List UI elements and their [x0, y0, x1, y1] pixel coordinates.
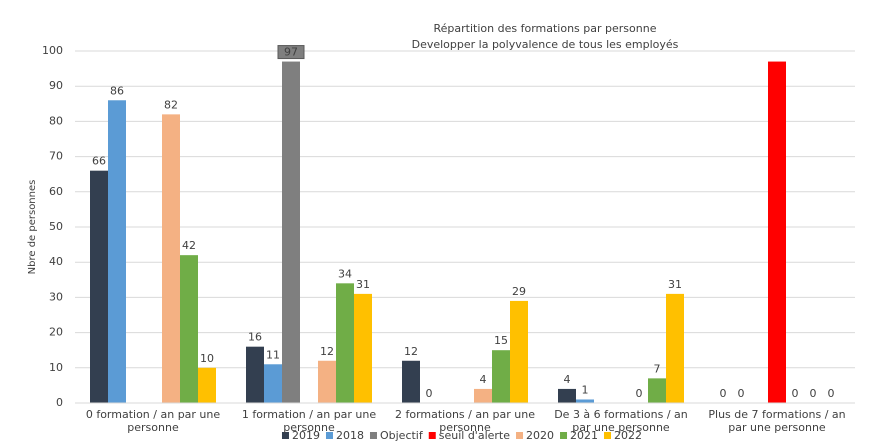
data-label: 29: [512, 285, 526, 298]
data-label: 0: [828, 387, 835, 400]
data-label: 34: [338, 267, 352, 280]
bar: [318, 360, 336, 403]
data-label: 0: [720, 387, 727, 400]
legend-swatch: [325, 432, 333, 439]
data-label: 11: [266, 348, 280, 361]
legend-swatch: [369, 432, 377, 439]
data-label: 4: [480, 373, 487, 386]
legend-label: 2020: [526, 429, 554, 442]
chart-title: Répartition des formations par personne: [434, 22, 657, 35]
y-tick-label: 30: [49, 290, 63, 303]
bar: [510, 300, 528, 403]
data-label: 10: [200, 352, 214, 365]
x-tick-label: 2 formations / an par une personne: [394, 408, 536, 434]
data-label: 97: [284, 46, 298, 59]
data-label: 82: [164, 98, 178, 111]
y-tick-label: 80: [49, 114, 63, 127]
legend-swatch: [281, 432, 289, 439]
bar: [162, 114, 180, 404]
legend-label: Objectif: [380, 429, 424, 442]
legend-label: 2019: [292, 429, 320, 442]
x-tick-label: 0 formation / an par une personne: [85, 408, 221, 434]
y-tick-label: 70: [49, 150, 63, 163]
data-label: 31: [356, 278, 370, 291]
bar: [108, 100, 126, 403]
legend-swatch: [428, 432, 436, 439]
bar: [198, 367, 216, 403]
bar: [666, 293, 684, 403]
legend-label: 2021: [570, 429, 598, 442]
data-label: 16: [248, 331, 262, 344]
y-tick-label: 10: [49, 361, 63, 374]
chart-subtitle: Developper la polyvalence de tous les em…: [412, 38, 679, 51]
bar: [648, 378, 666, 403]
x-tick-label: 1 formation / an par une personne: [241, 408, 377, 434]
label-box: [277, 45, 305, 60]
legend-label: seuil d'alerte: [439, 429, 510, 442]
data-label: 0: [426, 387, 433, 400]
x-tick-label: Plus de 7 formations / an par une person…: [708, 408, 846, 434]
legend-label: 2018: [336, 429, 364, 442]
legend-swatch: [560, 432, 568, 439]
y-tick-label: 40: [49, 255, 63, 268]
data-label: 66: [92, 155, 106, 168]
bar: [768, 61, 786, 404]
data-label: 0: [738, 387, 745, 400]
data-label: 1: [582, 383, 589, 396]
y-axis-label: Nbre de personnes: [27, 180, 38, 275]
bar: [354, 293, 372, 403]
bar: [336, 283, 354, 403]
bar: [402, 360, 420, 403]
data-label: 7: [654, 362, 661, 375]
bar: [474, 388, 492, 403]
data-label: 31: [668, 278, 682, 291]
legend-swatch: [604, 432, 612, 439]
data-label: 0: [810, 387, 817, 400]
data-label: 15: [494, 334, 508, 347]
bar: [264, 364, 282, 403]
bar: [576, 399, 594, 403]
data-label: 0: [792, 387, 799, 400]
data-label: 42: [182, 239, 196, 252]
bar: [246, 346, 264, 403]
x-tick-label: De 3 à 6 formations / an par une personn…: [554, 408, 688, 434]
y-tick-label: 100: [42, 44, 63, 57]
legend-swatch: [516, 432, 524, 439]
y-tick-label: 50: [49, 220, 63, 233]
bar: [180, 255, 198, 403]
data-label: 4: [564, 373, 571, 386]
data-label: 12: [320, 345, 334, 358]
bar: [492, 350, 510, 403]
y-tick-label: 0: [56, 396, 63, 409]
y-tick-label: 20: [49, 326, 63, 339]
y-tick-label: 90: [49, 79, 63, 92]
data-label: 0: [636, 387, 643, 400]
bar: [90, 170, 108, 403]
data-label: 86: [110, 84, 124, 97]
bar: [558, 388, 576, 403]
y-tick-label: 60: [49, 185, 63, 198]
data-label: 12: [404, 345, 418, 358]
bar: [282, 61, 300, 404]
legend-label: 2022: [614, 429, 642, 442]
